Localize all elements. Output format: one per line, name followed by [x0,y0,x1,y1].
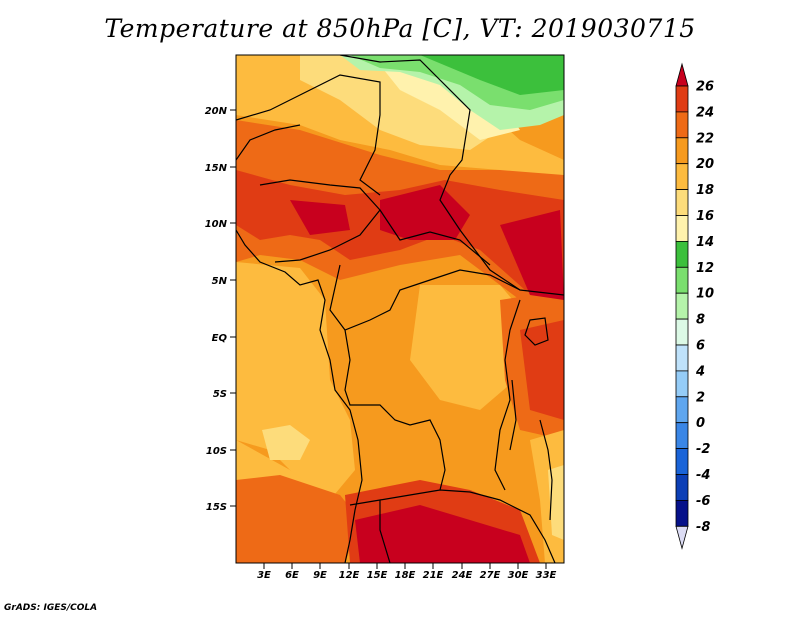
lon-label: 21E [423,570,444,581]
lat-label: EQ [212,333,228,344]
lake-tanganyika [509,379,517,451]
colorbar-label: 16 [696,209,714,224]
field-south-deepred [355,505,530,563]
lon-ticks [263,563,547,569]
field-patch-orange-south [236,475,360,563]
colorbar-swatch [675,396,689,424]
colorbar-label: -8 [696,520,710,535]
colorbar-swatch [675,163,689,190]
colorbar-label: -6 [696,494,710,509]
chad-car-border [379,209,491,266]
field-patch-lightyellow-sw [262,425,310,460]
east-coast-border [539,419,553,521]
lon-label: 6E [285,570,299,581]
grads-credit: GrADS: IGES/COLA [4,603,98,613]
lon-labels: 3E 6E 9E 12E 15E 18E 21E 24E 27E 30E 33E [257,570,556,581]
lat-label: 10N [205,219,228,230]
colorbar-overflow-arrow [675,62,689,87]
colorbar-swatch [675,215,689,242]
colorbar-label: 6 [696,339,705,354]
lon-label: 18E [395,570,416,581]
colorbar-label: 14 [696,235,714,250]
lat-label: 5S [213,389,227,400]
lon-label: 30E [508,570,529,581]
field-west-deepred [290,200,350,235]
congo-border [329,264,521,331]
field-sahel-deepred [380,185,470,240]
lon-label: 9E [313,570,327,581]
colorbar-label: 24 [696,105,714,120]
north-border [236,74,381,196]
country-borders [236,55,564,563]
colorbar-label: 8 [696,313,705,328]
colorbar-label: 12 [696,261,714,276]
field-sahara-light [300,55,500,150]
lat-label: 20N [205,106,228,117]
colorbar-label: 26 [696,80,714,95]
colorbar-label: 0 [696,416,705,431]
colorbar-swatch [675,318,689,346]
lat-label: 5N [212,276,228,287]
colorbar-swatch [675,474,689,501]
field-northeast-darkgreen [420,55,564,95]
lat-labels: 20N 15N 10N 5N EQ 5S 10S 15S [205,106,228,513]
lon-label: 27E [480,570,501,581]
drc-east-border [494,299,521,491]
lat-label: 10S [206,446,227,457]
colorbar-swatch [675,137,689,165]
colorbar-label: 2 [696,390,705,405]
northwest-border [236,124,301,161]
lat-ticks [230,109,236,507]
lon-label: 3E [257,570,271,581]
colorbar-swatch [675,240,689,268]
colorbar-label: -2 [696,442,710,457]
colorbar-swatch [675,448,689,475]
colorbar-label: 22 [696,131,714,146]
colorbar-swatch [675,189,689,216]
lat-label: 15N [205,163,228,174]
colorbar-label: 10 [696,287,714,302]
west-coastline [236,229,363,563]
colorbar-swatch [675,499,689,527]
lon-label: 15E [367,570,388,581]
map-frame [235,54,565,564]
southern-inner-border [379,500,391,563]
temperature-field [236,55,564,563]
colorbar-swatch [675,344,689,372]
colorbar-swatch [675,292,689,320]
lon-label: 33E [536,570,557,581]
field-central-east [410,285,530,410]
colorbar-swatch [675,370,689,398]
lon-label: 24E [452,570,473,581]
colorbar-swatch [675,422,689,450]
lon-label: 12E [339,570,360,581]
colorbar-swatch [675,111,689,139]
colorbar-swatch [675,266,689,294]
colorbar-label: 4 [695,364,705,379]
field-east-red [520,320,564,420]
colorbar-label: 18 [696,183,714,198]
sudan-border [339,55,564,296]
colorbar-underflow-arrow [675,525,689,550]
colorbar-label: -4 [696,468,710,483]
colorbar-swatch [675,85,689,113]
lake-victoria [524,317,549,346]
lat-label: 15S [206,502,227,513]
map-title: Temperature at 850hPa [C], VT: 201903071… [104,14,696,43]
south-border [349,489,556,563]
colorbar-label: 20 [696,157,714,172]
drc-west-border [344,329,446,491]
field-east-deepred [500,210,564,300]
